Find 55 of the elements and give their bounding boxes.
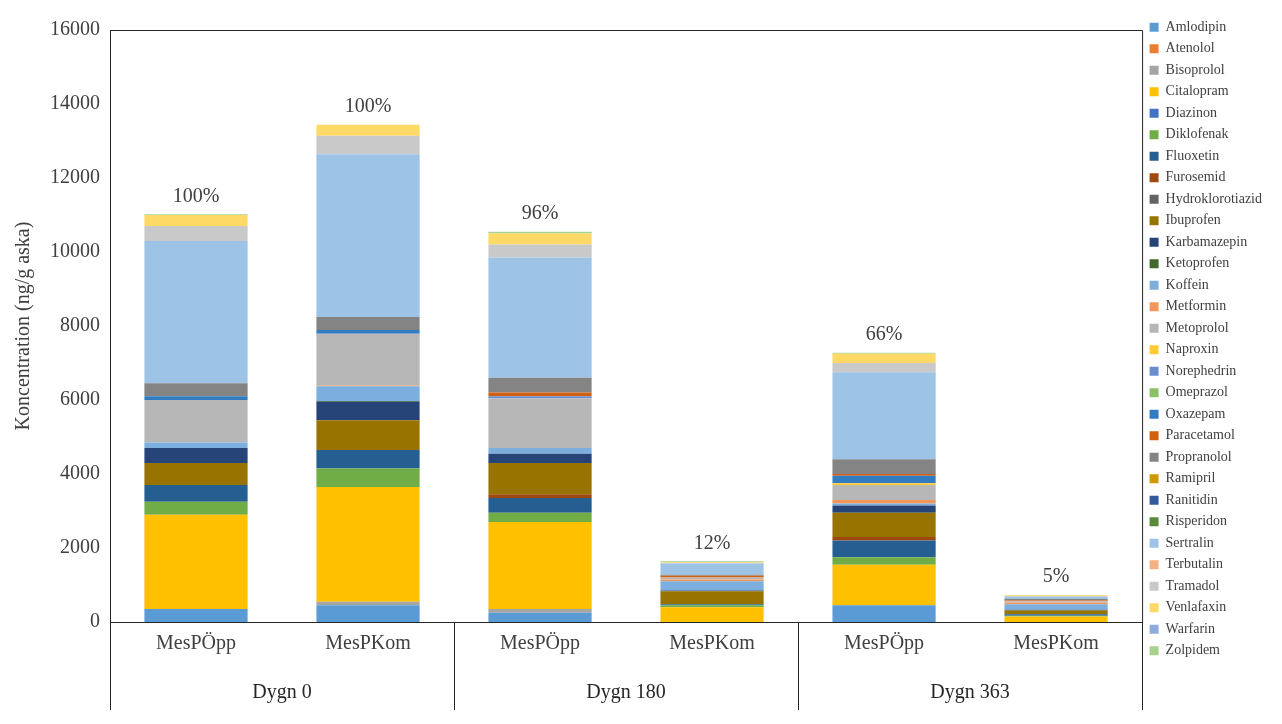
legend-label: Koffein xyxy=(1165,276,1209,292)
legend-label: Atenolol xyxy=(1165,40,1215,56)
y-tick-label: 2000 xyxy=(60,535,100,558)
y-tick-label: 4000 xyxy=(60,461,100,484)
legend-label: Oxazepam xyxy=(1165,405,1226,421)
legend-label: Ketoprofen xyxy=(1165,255,1230,271)
annotation: 96% xyxy=(521,200,559,223)
annotation: 12% xyxy=(693,530,731,553)
legend-label: Metoprolol xyxy=(1165,319,1229,335)
legend-label: Bisoprolol xyxy=(1165,61,1225,77)
legend-label: Risperidon xyxy=(1165,513,1228,529)
legend-label: Diklofenak xyxy=(1165,126,1229,142)
legend-label: Norephedrin xyxy=(1165,362,1237,378)
annotation: 100% xyxy=(172,183,220,206)
legend-label: Ibuprofen xyxy=(1165,212,1221,228)
y-tick-label: 8000 xyxy=(60,313,100,336)
x-tick-label: MesPÖpp xyxy=(844,631,925,655)
x-tick-label: MesPÖpp xyxy=(156,631,237,655)
legend-label: Hydroklorotiazid xyxy=(1165,190,1262,206)
text: Dygn 363 xyxy=(930,680,1010,703)
legend-label: Diazinon xyxy=(1165,104,1217,120)
legend-label: Omeprazol xyxy=(1165,384,1228,400)
legend-label: Warfarin xyxy=(1165,620,1215,636)
legend-label: Furosemid xyxy=(1165,169,1226,185)
annotation: 100% xyxy=(344,93,392,116)
legend-label: Terbutalin xyxy=(1165,556,1223,572)
text: Dygn 180 xyxy=(586,680,666,703)
y-tick-label: 16000 xyxy=(50,17,100,40)
y-tick-label: 12000 xyxy=(50,165,100,188)
x-tick-label: MesPKom xyxy=(669,631,756,654)
legend-label: Amlodipin xyxy=(1165,18,1227,34)
x-tick-label: MesPKom xyxy=(1013,631,1100,654)
legend-label: Ramipril xyxy=(1165,470,1216,486)
legend-label: Fluoxetin xyxy=(1165,147,1220,163)
legend-label: Paracetamol xyxy=(1165,427,1235,443)
y-tick-label: 14000 xyxy=(50,91,100,114)
legend-label: Ranitidin xyxy=(1165,491,1218,507)
legend-label: Zolpidem xyxy=(1165,642,1221,658)
legend-label: Venlafaxin xyxy=(1165,599,1227,615)
y-tick-label: 6000 xyxy=(60,387,100,410)
legend-label: Tramadol xyxy=(1165,577,1220,593)
x-tick-label: MesPKom xyxy=(325,631,412,654)
legend-label: Metformin xyxy=(1165,298,1227,314)
annotation: 66% xyxy=(865,321,903,344)
legend-label: Karbamazepin xyxy=(1165,233,1248,249)
y-tick-label: 0 xyxy=(90,609,100,632)
annotation: 5% xyxy=(1042,564,1070,587)
y-axis-title: Koncentration (ng/g aska) xyxy=(11,221,35,431)
legend-label: Naproxin xyxy=(1165,341,1219,357)
legend-label: Sertralin xyxy=(1165,534,1214,550)
x-tick-label: MesPÖpp xyxy=(500,631,581,655)
legend-label: Propranolol xyxy=(1165,448,1232,464)
y-tick-label: 10000 xyxy=(50,239,100,262)
text: Dygn 0 xyxy=(252,680,312,703)
legend-label: Citalopram xyxy=(1165,83,1229,99)
